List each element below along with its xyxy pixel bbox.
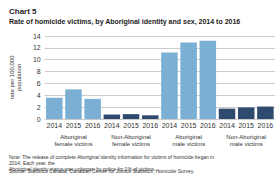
svg-text:female victims: female victims — [54, 141, 92, 147]
svg-text:14: 14 — [33, 33, 41, 40]
svg-text:rate per 100,000: rate per 100,000 — [9, 55, 15, 100]
svg-text:2016: 2016 — [258, 122, 274, 129]
svg-text:6: 6 — [37, 80, 41, 87]
svg-text:2014: 2014 — [219, 122, 235, 129]
svg-text:Aboriginal: Aboriginal — [175, 134, 202, 140]
svg-text:2014: 2014 — [162, 122, 178, 129]
svg-text:2016: 2016 — [200, 122, 216, 129]
svg-text:Note: The release of complete: Note: The release of complete Aboriginal… — [9, 154, 216, 160]
svg-text:8: 8 — [37, 68, 41, 75]
svg-text:Non-Aboriginal: Non-Aboriginal — [111, 134, 151, 140]
svg-text:2015: 2015 — [66, 122, 82, 129]
svg-text:2016: 2016 — [142, 122, 158, 129]
svg-text:2014: 2014 — [104, 122, 120, 129]
svg-text:10: 10 — [33, 56, 41, 63]
svg-text:12: 12 — [33, 44, 41, 51]
svg-text:Non-Aboriginal: Non-Aboriginal — [226, 134, 266, 140]
svg-text:2016: 2016 — [85, 122, 101, 129]
svg-text:2015: 2015 — [238, 122, 254, 129]
svg-text:Aboriginal: Aboriginal — [60, 134, 87, 140]
svg-text:4: 4 — [37, 92, 41, 99]
svg-text:Source: Statistics Canada, Can: Source: Statistics Canada, Canadian Cent… — [9, 168, 194, 174]
svg-text:male victims: male victims — [172, 141, 205, 147]
svg-text:Rate of homicide victims, by A: Rate of homicide victims, by Aboriginal … — [9, 18, 240, 26]
svg-text:male victims: male victims — [230, 141, 263, 147]
svg-text:2014: 2014 — [46, 122, 62, 129]
svg-text:0: 0 — [37, 116, 41, 123]
svg-text:Chart 5: Chart 5 — [9, 7, 37, 16]
svg-text:2: 2 — [37, 104, 41, 111]
svg-text:population: population — [16, 64, 22, 92]
svg-text:female victims: female victims — [112, 141, 150, 147]
svg-text:2014. Each year, the: 2014. Each year, the — [9, 160, 55, 166]
svg-text:2015: 2015 — [181, 122, 197, 129]
svg-text:2015: 2015 — [123, 122, 139, 129]
